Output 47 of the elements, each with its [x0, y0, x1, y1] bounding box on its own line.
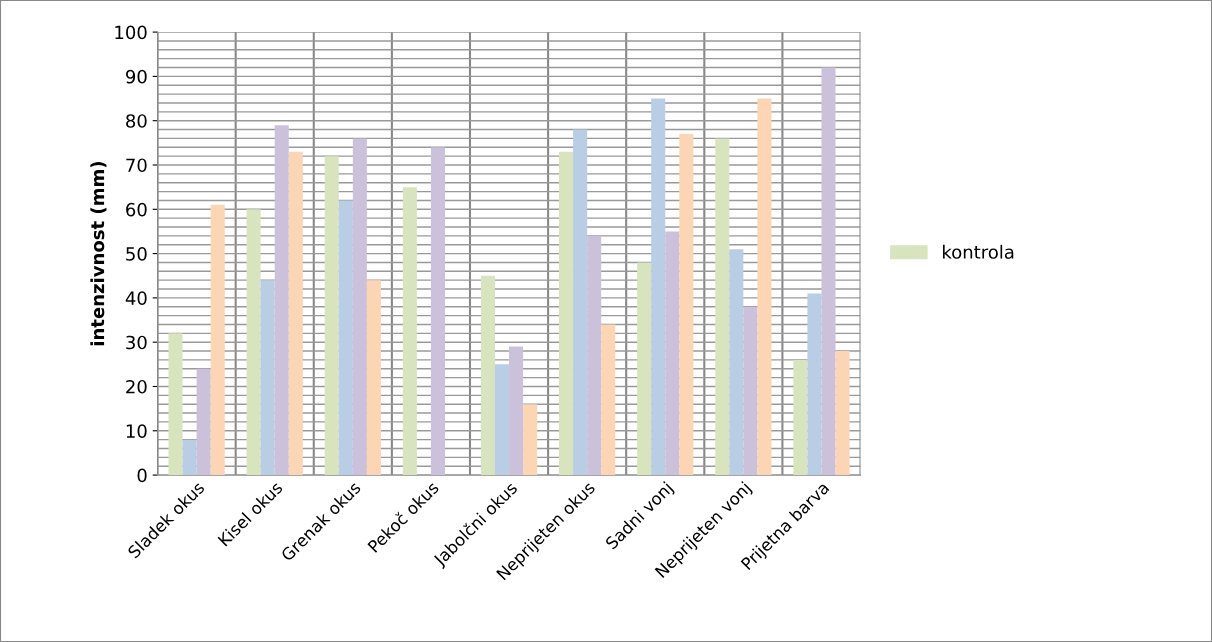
bar: [637, 262, 652, 476]
bar: [601, 324, 616, 476]
bar: [679, 133, 694, 476]
bar: [182, 439, 197, 476]
bar: [743, 306, 758, 476]
bar: [246, 209, 261, 476]
y-tick-label: 90: [126, 69, 147, 84]
bar: [274, 125, 289, 476]
bar: [665, 231, 680, 476]
y-axis-title: intenzivnost (mm): [90, 161, 107, 346]
bar: [366, 280, 381, 476]
y-tick-label: 70: [126, 158, 147, 173]
bar: [324, 156, 339, 476]
bar: [402, 187, 417, 476]
bar: [807, 293, 822, 476]
y-tick-label: 10: [126, 424, 147, 438]
bar: [821, 67, 836, 476]
bar: [480, 275, 495, 476]
legend-label: kontrola: [943, 244, 1014, 259]
bar: [168, 333, 183, 476]
bar: [210, 204, 225, 476]
y-tick-label: 100: [115, 25, 147, 40]
bar: [559, 151, 574, 476]
bar: [260, 280, 275, 476]
bar: [573, 129, 588, 476]
bar: [352, 138, 367, 476]
y-tick-label: 0: [137, 468, 147, 483]
bar: [835, 351, 850, 476]
bar: [715, 138, 730, 476]
bar: [288, 151, 303, 476]
bar: [338, 200, 353, 476]
bar: [430, 147, 445, 476]
bar: [587, 235, 602, 476]
bar: [509, 346, 524, 476]
y-tick-label: 40: [125, 291, 147, 305]
y-tick-label: 30: [126, 335, 147, 350]
y-tick-label: 60: [126, 202, 147, 217]
bar: [196, 368, 211, 476]
y-tick-label: 20: [126, 379, 147, 394]
bar: [494, 364, 510, 476]
bar: [651, 98, 666, 476]
y-tick-label: 50: [126, 247, 147, 261]
bar: [523, 404, 538, 476]
bar: [793, 359, 808, 476]
bar: [729, 249, 744, 476]
bar: [757, 98, 772, 476]
y-tick-label: 80: [126, 114, 147, 128]
